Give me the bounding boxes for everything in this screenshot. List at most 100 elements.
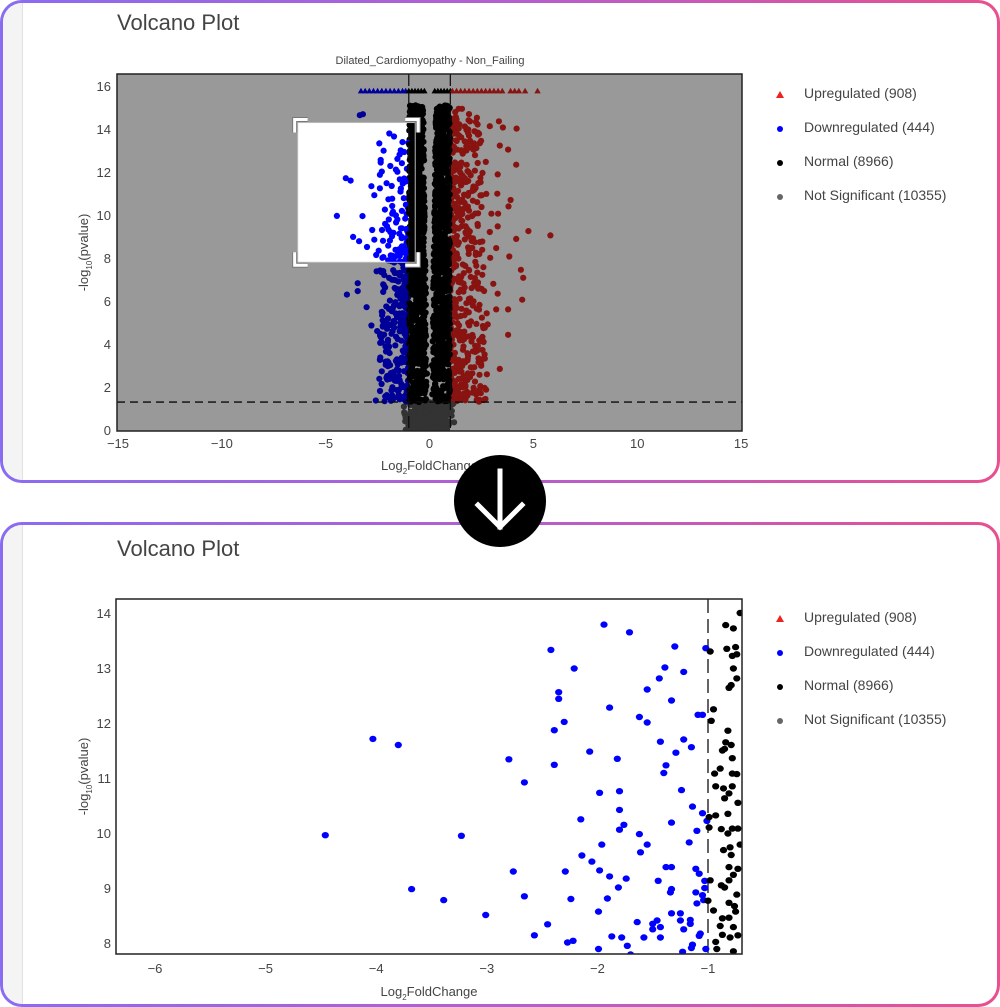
legend-item-downregulated[interactable]: Downregulated (444)	[773, 117, 935, 137]
downregulated-point	[577, 816, 585, 823]
upregulated-point	[460, 288, 467, 295]
y-tick-label: 6	[104, 294, 111, 309]
upregulated-point	[474, 269, 481, 276]
upregulated-point	[451, 349, 458, 356]
legend-label: Not Significant (10355)	[804, 711, 947, 727]
downregulated-point	[680, 926, 688, 933]
normal-point	[734, 932, 742, 939]
downregulated-point	[667, 910, 676, 917]
downregulated-point	[667, 819, 676, 826]
not-significant-point	[411, 426, 418, 431]
downregulated-point	[636, 849, 645, 856]
downregulated-point	[369, 735, 377, 743]
downregulated-point	[560, 718, 568, 726]
legend-item-not-significant[interactable]: Not Significant (10355)	[773, 185, 946, 205]
downregulated-point	[598, 841, 606, 848]
downregulated-point	[520, 893, 529, 900]
legend-item-normal[interactable]: Normal (8966)	[773, 151, 893, 171]
downregulated-point	[625, 629, 634, 636]
normal-point	[733, 891, 741, 898]
normal-point	[718, 931, 727, 938]
upregulated-point	[469, 235, 477, 242]
downregulated-point	[603, 895, 612, 902]
y-tick-label: 4	[104, 337, 111, 352]
normal-point	[728, 783, 736, 790]
normal-point	[445, 373, 452, 380]
downregulated-point	[578, 852, 586, 859]
normal-point	[706, 648, 714, 655]
downregulated-point	[396, 252, 403, 259]
legend-item-not-significant[interactable]: Not Significant (10355)	[773, 709, 946, 729]
panel-title: Volcano Plot	[117, 10, 240, 35]
downregulated-point	[606, 873, 614, 880]
upregulated-point	[465, 352, 472, 359]
downregulated-point	[396, 269, 403, 276]
normal-point	[704, 897, 712, 904]
x-tick-label: −1	[701, 961, 716, 976]
downregulated-point	[388, 182, 395, 190]
legend-item-upregulated[interactable]: Upregulated (908)	[773, 607, 917, 627]
upregulated-point	[452, 178, 459, 185]
not-significant-point	[418, 420, 425, 427]
circle-marker-icon	[777, 160, 783, 166]
upregulated-point	[471, 167, 478, 174]
volcano-plot-zoomed[interactable]: −6 −5 −4 −3 −2 −1 8 9 10 11 12 13 14 Log2FoldChange -l…	[76, 598, 744, 1002]
not-significant-point	[400, 403, 407, 410]
downregulated-point	[379, 237, 387, 244]
legend-label: Downregulated (444)	[804, 643, 935, 659]
downregulated-point	[608, 933, 616, 940]
downregulated-point	[394, 361, 401, 368]
not-significant-point	[435, 416, 442, 423]
y-tick-label: 12	[97, 716, 111, 731]
upregulated-point	[464, 214, 472, 221]
legend-item-upregulated[interactable]: Upregulated (908)	[773, 83, 917, 103]
not-significant-point	[429, 424, 436, 431]
legend-item-downregulated[interactable]: Downregulated (444)	[773, 641, 935, 661]
normal-point	[721, 884, 729, 891]
normal-point	[719, 846, 728, 854]
normal-point	[705, 813, 713, 821]
legend-item-normal[interactable]: Normal (8966)	[773, 675, 893, 695]
normal-point	[437, 358, 444, 365]
normal-point	[722, 621, 730, 629]
upregulated-point	[456, 337, 464, 344]
volcano-plot-overview[interactable]: Dilated_Cardiomyopathy - Non_Failing −15 −…	[76, 55, 748, 476]
downregulated-point	[656, 934, 665, 941]
left-gutter	[3, 525, 23, 1004]
normal-point	[734, 865, 742, 872]
y-tick-label: 14	[97, 606, 111, 621]
downregulated-point	[385, 242, 392, 249]
normal-point	[408, 338, 415, 345]
downregulated-point	[394, 168, 401, 175]
not-significant-point	[424, 424, 431, 431]
downregulated-point	[379, 317, 386, 324]
upregulated-point	[458, 181, 465, 188]
downregulated-point	[555, 695, 563, 702]
downregulated-point	[386, 297, 393, 304]
panel-title: Volcano Plot	[117, 536, 240, 561]
downregulated-point	[635, 830, 644, 838]
downregulated-point	[643, 841, 651, 848]
downregulated-point	[561, 868, 569, 875]
upregulated-point	[457, 331, 464, 338]
downregulated-point	[399, 139, 406, 146]
downregulated-point	[615, 806, 624, 814]
downregulated-point	[382, 393, 389, 400]
downregulated-point	[378, 226, 386, 234]
downregulated-point	[394, 741, 402, 749]
upregulated-point	[473, 145, 480, 152]
downregulated-point	[633, 918, 641, 926]
normal-point	[727, 851, 735, 859]
upregulated-point	[476, 387, 483, 394]
downregulated-point	[594, 908, 603, 915]
downregulated-point	[402, 215, 409, 222]
downregulated-point	[396, 310, 403, 317]
upregulated-point	[471, 378, 479, 385]
x-tick-label: −3	[479, 961, 494, 976]
downregulated-point	[376, 140, 383, 147]
y-tick-label: 13	[97, 661, 111, 676]
downregulated-point	[379, 254, 386, 261]
downregulated-point	[643, 719, 651, 726]
y-tick-label: 10	[97, 826, 111, 841]
normal-point	[732, 643, 740, 651]
